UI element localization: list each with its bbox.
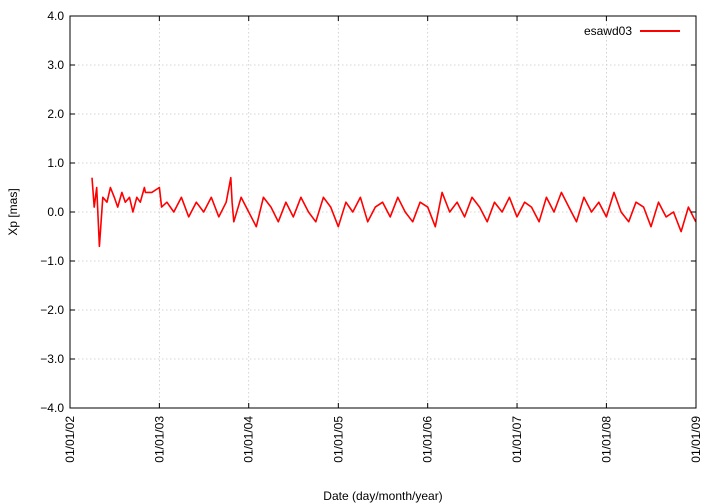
y-tick-label: −1.0 (40, 254, 64, 268)
y-axis-label: Xp [mas] (6, 188, 20, 235)
x-tick-label: 01/01/05 (331, 416, 345, 463)
x-tick-label: 01/01/07 (510, 416, 524, 463)
x-tick-labels: 01/01/02 01/01/03 01/01/04 01/01/05 01/01/06… (63, 416, 703, 463)
y-tick-labels: 4.0 3.0 2.0 1.0 0.0 −1.0 −2.0 −3.0 −4.0 (40, 9, 64, 415)
y-tick-label: 3.0 (47, 58, 64, 72)
x-tick-label: 01/01/03 (152, 416, 166, 463)
y-tick-label: 2.0 (47, 107, 64, 121)
x-tick-label: 01/01/04 (242, 416, 256, 463)
x-axis-label: Date (day/month/year) (323, 489, 442, 503)
series-layer (91, 176, 697, 248)
x-tick-label: 01/01/02 (63, 416, 77, 463)
y-tick-label: 4.0 (47, 9, 64, 23)
y-tick-label: 0.0 (47, 205, 64, 219)
x-tick-label: 01/01/09 (689, 416, 703, 463)
x-tick-label: 01/01/08 (599, 416, 613, 463)
ticks (69, 15, 697, 409)
y-tick-label: −4.0 (40, 401, 64, 415)
y-tick-label: −2.0 (40, 303, 64, 317)
legend-label: esawd03 (584, 24, 632, 38)
y-tick-label: 1.0 (47, 156, 64, 170)
y-tick-label: −3.0 (40, 352, 64, 366)
grid (70, 16, 696, 408)
x-tick-label: 01/01/06 (421, 416, 435, 463)
legend: esawd03 (584, 24, 680, 38)
series-line-esawd03 (91, 176, 697, 248)
